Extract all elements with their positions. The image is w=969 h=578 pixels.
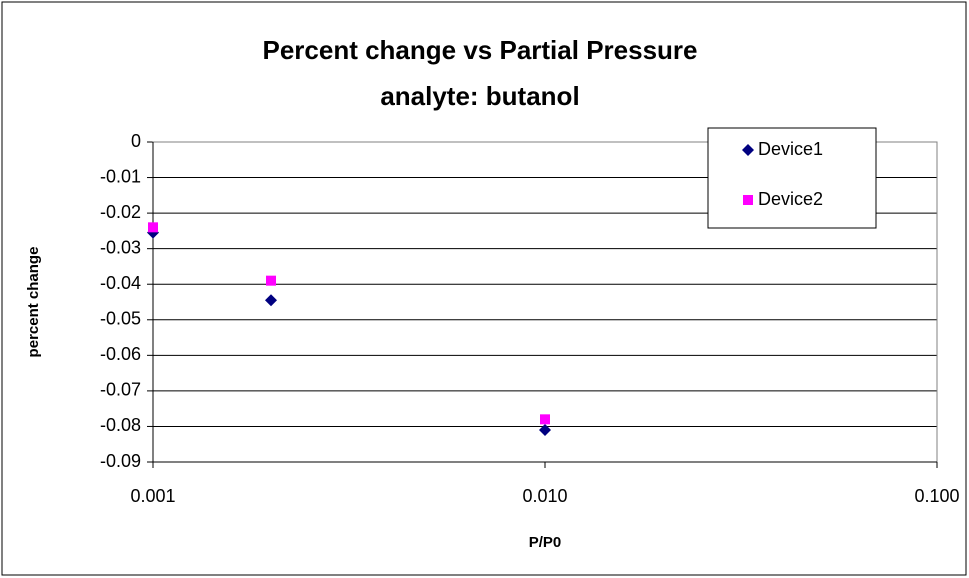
y-axis-label: percent change [25,247,42,358]
y-tick-label: -0.09 [100,451,141,471]
legend-box [707,127,877,229]
y-tick-label: -0.01 [100,166,141,186]
y-tick-label: -0.07 [100,380,141,400]
legend-marker [743,195,753,205]
point [266,275,277,286]
y-tick-label: -0.06 [100,344,141,364]
legend-marker [742,144,754,156]
x-tick-label: 0.001 [130,486,175,506]
y-tick-label: -0.03 [100,237,141,257]
y-tick-label: -0.02 [100,202,141,222]
point [148,222,158,233]
y-tick-label: -0.08 [100,415,141,435]
x-tick-label: 0.010 [522,486,567,506]
y-tick-label: -0.04 [100,273,141,293]
chart-title: Percent change vs Partial Pressure [262,35,697,65]
y-tick-label: -0.05 [100,309,141,329]
chart-subtitle: analyte: butanol [380,81,579,111]
legend-label: Device2 [758,189,823,209]
point [540,414,550,425]
y-tick-label: 0 [131,131,141,151]
x-tick-label: 0.100 [914,486,959,506]
point [265,294,278,307]
x-axis-label: P/P0 [529,534,562,551]
legend-label: Device1 [758,139,823,159]
point [539,424,551,436]
